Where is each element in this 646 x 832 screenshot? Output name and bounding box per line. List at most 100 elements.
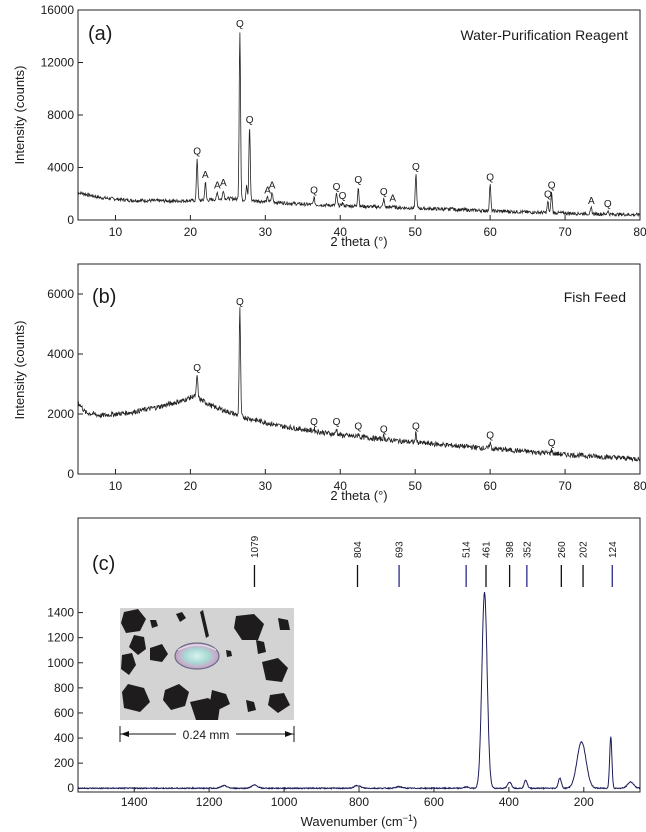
c-x-tick-label: 200 — [574, 795, 594, 809]
c-x-tick-label: 1400 — [121, 795, 148, 809]
c-y-tick-label: 1000 — [47, 656, 74, 670]
b-peak-label: Q — [548, 438, 556, 449]
b-x-tick-label: 50 — [409, 479, 423, 493]
panel-a-diffraction-trace — [77, 32, 640, 218]
c-x-tick-label: 1200 — [196, 795, 223, 809]
c-x-tick-label: 800 — [349, 795, 369, 809]
panel-b-letter: (b) — [92, 286, 116, 308]
c-y-tick-label: 0 — [67, 781, 74, 795]
c-x-tick-label: 600 — [424, 795, 444, 809]
a-x-tick-label: 30 — [259, 225, 273, 239]
a-peak-label: A — [202, 170, 209, 181]
b-x-tick-label: 20 — [184, 479, 198, 493]
panel-c-letter: (c) — [92, 553, 115, 575]
c-reference-label: 352 — [522, 541, 533, 558]
a-peak-label: Q — [246, 115, 254, 126]
b-x-tick-label: 40 — [334, 479, 348, 493]
a-x-tick-label: 10 — [109, 225, 123, 239]
c-reference-label: 1079 — [250, 535, 261, 558]
a-y-tick-label: 16000 — [41, 3, 75, 17]
b-peak-label: Q — [354, 422, 362, 433]
a-peak-label: Q — [486, 173, 494, 184]
a-x-tick-label: 70 — [558, 225, 572, 239]
panel-b-peak-labels: Q Q Q Q Q Q Q Q Q — [193, 297, 555, 449]
a-x-tick-label: 60 — [483, 225, 497, 239]
panel-b-frame — [77, 263, 641, 475]
panel-a-x-axis-label: 2 theta (°) — [330, 234, 387, 249]
b-peak-label: Q — [310, 417, 318, 428]
c-y-tick-label: 1200 — [47, 631, 74, 645]
b-peak-label: Q — [333, 417, 341, 428]
panel-a-letter: (a) — [88, 23, 112, 45]
a-x-tick-label: 80 — [633, 225, 646, 239]
panel-a-y-axis-label: Intensity (counts) — [12, 66, 27, 165]
inset-dark-particles — [121, 609, 290, 720]
c-y-tick-label: 800 — [54, 681, 74, 695]
a-peak-label: Q — [548, 180, 556, 191]
a-peak-label: Q — [604, 199, 612, 210]
panel-b-title: Fish Feed — [564, 289, 626, 305]
c-reference-label: 398 — [505, 541, 516, 558]
c-reference-label: 260 — [557, 541, 568, 558]
a-peak-label: A — [214, 180, 221, 191]
c-reference-label: 804 — [353, 541, 364, 558]
c-reference-label: 461 — [482, 541, 493, 558]
a-peak-label: Q — [236, 19, 244, 30]
c-reference-label: 514 — [462, 541, 473, 558]
c-reference-label: 202 — [579, 541, 590, 558]
a-peak-label: A — [588, 196, 595, 207]
c-y-tick-label: 200 — [54, 756, 74, 770]
a-y-tick-label: 4000 — [47, 161, 74, 175]
b-peak-label: Q — [193, 363, 201, 374]
a-peak-label: Q — [333, 182, 341, 193]
panel-c-reference-lines: 1079 804 693 514 461 398 352 260 202 124 — [250, 535, 619, 587]
b-x-tick-label: 70 — [558, 479, 572, 493]
a-peak-label: Q — [339, 191, 347, 202]
a-peak-label: Q — [544, 190, 552, 201]
c-reference-label: 124 — [608, 541, 619, 558]
c-x-tick-label: 1000 — [271, 795, 298, 809]
b-peak-label: Q — [412, 422, 420, 433]
inset-crystal — [174, 642, 220, 670]
a-peak-label: Q — [412, 162, 420, 173]
panel-c-ticks: 1400 1200 1000 800 600 400 200 0 200 400 600 800 100… — [47, 606, 594, 809]
b-y-tick-label: 2000 — [47, 407, 74, 421]
a-x-tick-label: 40 — [334, 225, 348, 239]
c-y-tick-label: 600 — [54, 706, 74, 720]
b-x-tick-label: 10 — [109, 479, 123, 493]
a-peak-label: A — [389, 194, 396, 205]
panel-a-ticks: 10 20 30 40 50 60 70 80 0 4000 8000 12000 16000 — [41, 3, 646, 239]
inset-micrograph: 0.24 mm — [119, 608, 295, 742]
a-y-tick-label: 0 — [67, 213, 74, 227]
c-reference-label: 693 — [395, 541, 406, 558]
b-peak-label: Q — [236, 297, 244, 308]
b-y-tick-label: 0 — [67, 467, 74, 481]
a-x-tick-label: 20 — [184, 225, 198, 239]
a-peak-label: Q — [380, 187, 388, 198]
panel-b-x-axis-label: 2 theta (°) — [330, 488, 387, 503]
a-y-tick-label: 12000 — [41, 56, 75, 70]
panel-a-title: Water-Purification Reagent — [460, 27, 628, 43]
panel-c-raman-spectrum: (c) Wavenumber (cm−1) 1400 1200 1000 800 600… — [47, 517, 641, 829]
scale-bar-label-bg — [176, 726, 236, 742]
a-peak-label: Q — [354, 175, 362, 186]
a-peak-label: A — [269, 180, 276, 191]
scale-bar-left-arrow — [121, 731, 129, 737]
a-peak-label: Q — [193, 146, 201, 157]
a-peak-label: A — [264, 186, 271, 197]
panel-b-diffraction-trace — [77, 307, 640, 463]
panel-c-x-axis-label: Wavenumber (cm−1) — [301, 813, 418, 829]
b-peak-label: Q — [380, 425, 388, 436]
inset-crystal-edge — [177, 644, 217, 651]
a-peak-label: A — [220, 178, 227, 189]
panel-b-y-axis-label: Intensity (counts) — [12, 321, 27, 420]
b-x-tick-label: 30 — [259, 479, 273, 493]
a-y-tick-label: 8000 — [47, 108, 74, 122]
a-peak-label: Q — [310, 186, 318, 197]
c-y-tick-label: 400 — [54, 731, 74, 745]
panel-b-xrd-fish-feed: (b) Fish Feed 2 theta (°) Intensity (cou… — [12, 263, 646, 503]
scale-bar-label: 0.24 mm — [183, 728, 230, 742]
c-x-tick-label: 400 — [499, 795, 519, 809]
b-x-tick-label: 60 — [483, 479, 497, 493]
